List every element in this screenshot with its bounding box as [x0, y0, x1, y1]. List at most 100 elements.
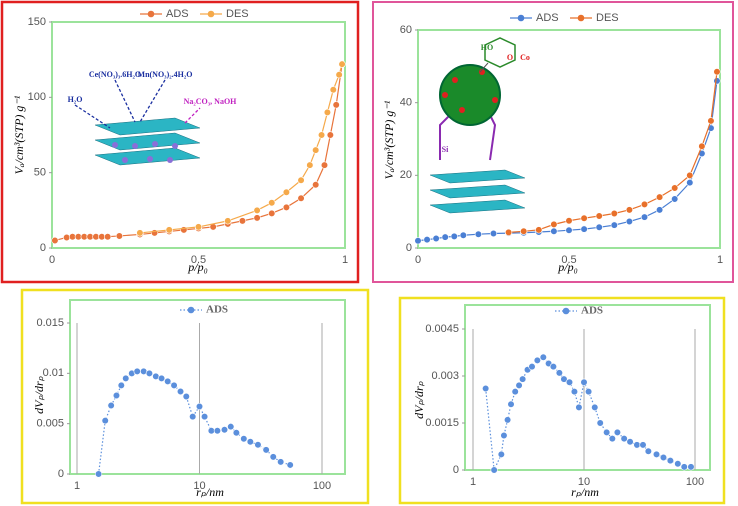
data-point [101, 417, 109, 425]
illustration-particle [429, 37, 526, 214]
data-point [268, 199, 276, 207]
data-point [659, 453, 668, 462]
legend-marker [207, 10, 215, 18]
data-point [459, 231, 467, 239]
data-point [680, 463, 688, 471]
series-line [97, 370, 291, 475]
data-point [565, 226, 573, 234]
data-point [414, 237, 422, 245]
data-point [282, 203, 291, 211]
y-tick-label: 0.0045 [425, 323, 459, 335]
data-point [603, 428, 611, 437]
x-axis-label: rₚ/nm [571, 485, 599, 499]
data-point [490, 466, 498, 474]
data-point [224, 217, 232, 225]
data-point [549, 363, 557, 371]
data-point [94, 470, 103, 478]
data-point [595, 212, 603, 220]
data-point [136, 229, 144, 237]
data-point [195, 402, 204, 411]
x-tick-label: 100 [313, 480, 331, 492]
plot-area [69, 299, 346, 475]
data-point [655, 193, 664, 201]
data-point [580, 378, 588, 386]
data-point [450, 232, 458, 240]
data-point [227, 423, 235, 431]
legend-label: ADS [166, 8, 189, 20]
data-point [254, 441, 262, 449]
panel-frame [398, 296, 726, 505]
data-point [504, 416, 512, 424]
series-line [508, 71, 718, 233]
data-point [338, 60, 346, 68]
data-point [423, 236, 431, 244]
legend-label: ADS [536, 12, 559, 24]
data-point [626, 438, 634, 446]
data-point [240, 435, 248, 443]
data-point [633, 441, 641, 449]
data-point [613, 428, 622, 437]
y-tick-label: 20 [400, 169, 412, 181]
plot-area [464, 304, 711, 471]
data-point [687, 463, 695, 471]
data-point [500, 431, 508, 440]
data-point [112, 391, 121, 400]
data-point [686, 179, 694, 187]
annotation: Co [520, 53, 530, 62]
legend-marker [577, 14, 585, 22]
y-tick-label: 50 [34, 167, 46, 179]
data-point [122, 374, 130, 382]
x-tick-label: 1 [717, 254, 723, 266]
data-point [644, 447, 652, 455]
data-point [335, 71, 343, 79]
legend-marker [187, 306, 195, 314]
data-point [655, 206, 664, 214]
data-point [200, 413, 209, 421]
y-axis-label: Vₐ/cm³(STP) g⁻¹ [382, 100, 396, 179]
data-point [165, 226, 173, 234]
data-point [596, 419, 604, 427]
annotation: Na₂CO₃, NaOH [184, 97, 238, 106]
data-point [253, 206, 261, 214]
panel-frame [20, 288, 370, 505]
x-tick-label: 10 [193, 480, 205, 492]
x-tick-label: 1 [342, 254, 348, 266]
annotation: H₂O [68, 95, 83, 104]
y-tick-label: 0 [58, 468, 64, 480]
annotation: Si [442, 145, 449, 154]
data-point [326, 131, 334, 139]
data-point [297, 176, 305, 184]
data-point [323, 108, 332, 116]
data-point [698, 142, 706, 150]
data-point [535, 226, 543, 234]
y-tick-label: 0.003 [431, 370, 459, 382]
x-tick-label: 1 [74, 480, 80, 492]
annotation: Ce(NO₃)₃.6H₂O [89, 70, 141, 79]
legend-marker [517, 14, 525, 22]
y-tick-label: 0.01 [43, 367, 64, 379]
legend-marker [562, 307, 570, 315]
data-point [312, 146, 320, 154]
data-point [189, 413, 197, 421]
data-point [610, 209, 618, 218]
data-point [474, 230, 483, 238]
legend-label: ADS [206, 304, 228, 316]
data-point [268, 209, 276, 217]
data-point [505, 228, 513, 236]
data-point [297, 194, 305, 202]
data-point [640, 200, 649, 208]
data-point [584, 388, 593, 396]
data-point [591, 403, 599, 411]
data-point [713, 68, 721, 76]
data-point [497, 450, 505, 458]
data-point [528, 363, 536, 371]
data-point [560, 375, 568, 383]
data-point [207, 427, 215, 435]
data-point [608, 435, 616, 443]
data-point [194, 223, 203, 231]
annotation: Mn(NO₃)₂.4H₂O [138, 70, 193, 79]
y-tick-label: 0.015 [36, 317, 64, 329]
data-point [625, 217, 634, 226]
data-point [320, 161, 329, 169]
